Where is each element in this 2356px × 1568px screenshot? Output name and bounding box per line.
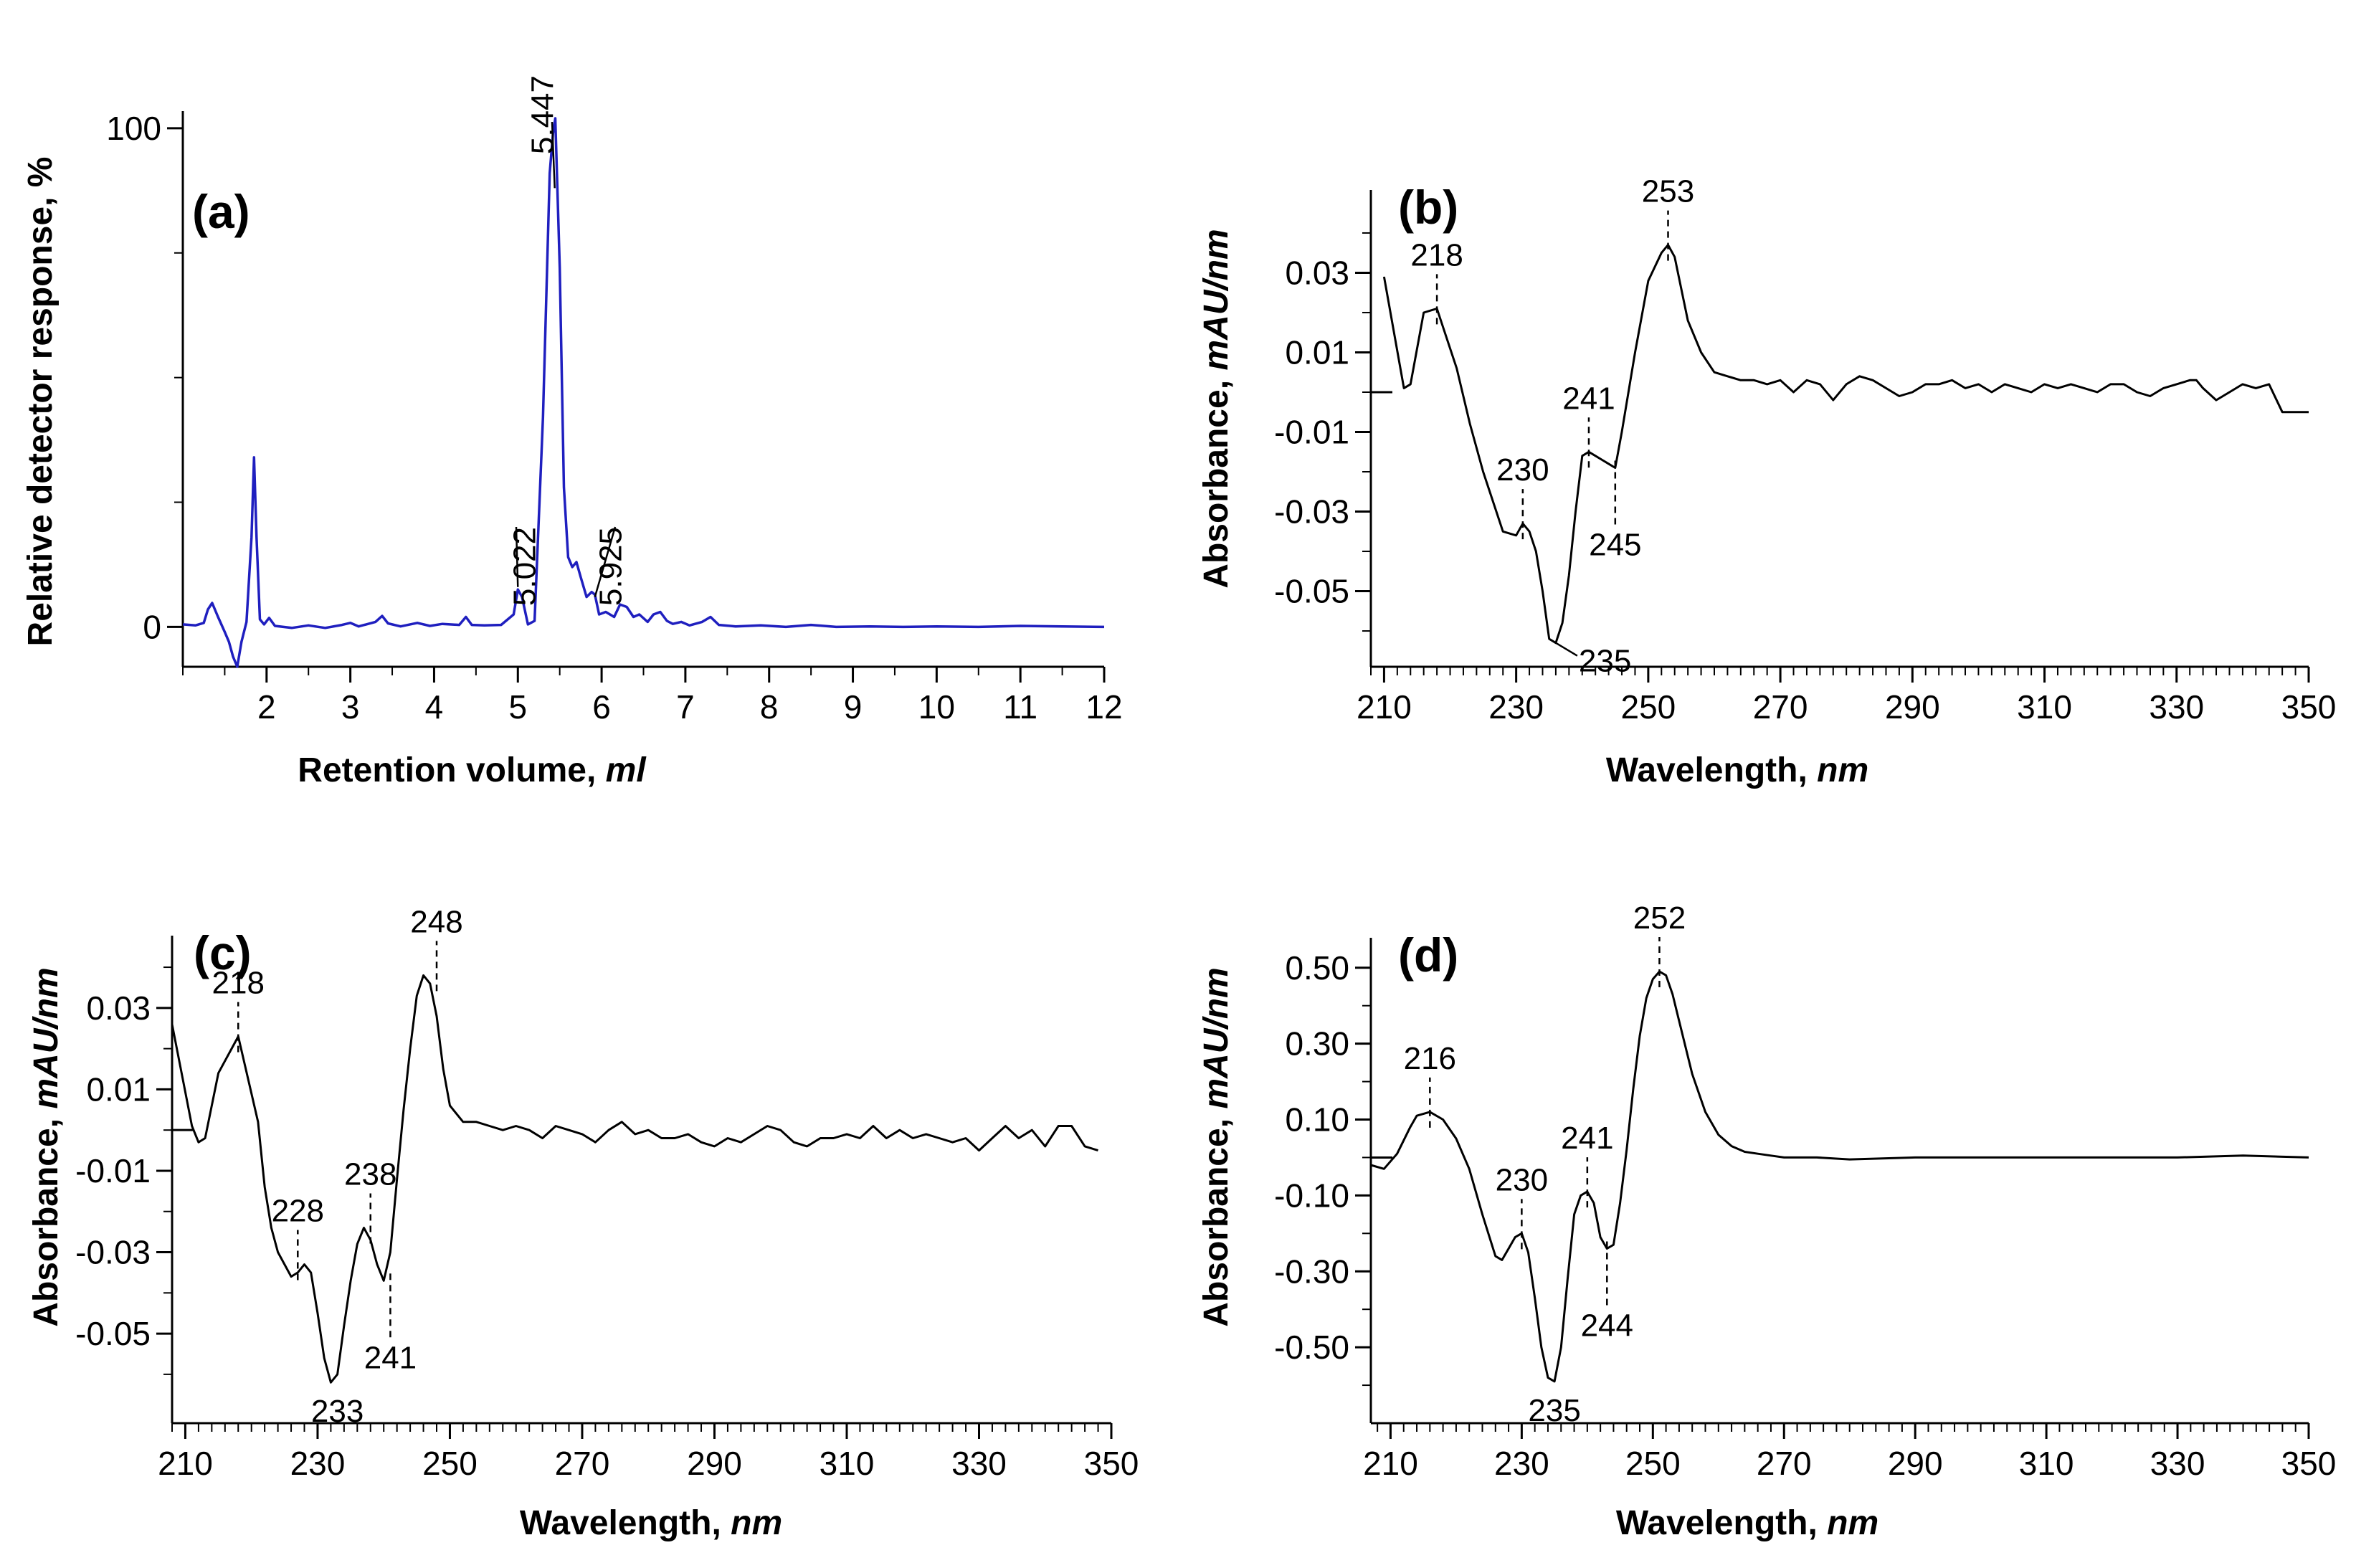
- y-tick-label: -0.05: [75, 1315, 151, 1352]
- panel-a-chromatogram: (a) Retention volume, ml Relative detect…: [22, 75, 1123, 789]
- panel-b-xlabel: Wavelength, nm: [1606, 751, 1868, 789]
- x-tick-label: 10: [918, 688, 955, 726]
- x-tick-label: 11: [1003, 688, 1037, 726]
- y-tick-label: 0.03: [1285, 254, 1349, 291]
- peak-label: 218: [212, 966, 265, 1001]
- x-tick-label: 4: [425, 688, 444, 726]
- x-tick-label: 270: [1757, 1445, 1812, 1482]
- panel-c-ylabel: Absorbance, mAU/nm: [27, 967, 65, 1326]
- peak-label: 244: [1581, 1308, 1633, 1343]
- panel-d-spectrum: (d) Wavelength, nm Absorbance, mAU/nm 21…: [1197, 901, 2336, 1542]
- peak-leader: [551, 121, 556, 189]
- peak-leader: [1555, 642, 1578, 657]
- x-tick-label: 2: [257, 688, 276, 726]
- series-line: [171, 974, 1098, 1384]
- peak-label: 235: [1528, 1393, 1580, 1428]
- x-tick-label: 270: [555, 1445, 610, 1482]
- y-tick-label: 100: [106, 110, 161, 147]
- panel-b-label: (b): [1398, 181, 1458, 234]
- peak-leader: [594, 526, 617, 597]
- x-tick-label: 310: [820, 1445, 875, 1482]
- x-tick-label: 7: [676, 688, 695, 726]
- x-tick-label: 9: [844, 688, 863, 726]
- x-tick-label: 210: [1363, 1445, 1418, 1482]
- y-tick-label: 0.01: [86, 1070, 151, 1108]
- x-tick-label: 330: [2149, 688, 2204, 726]
- series-line: [1370, 970, 2309, 1383]
- peak-label: 245: [1589, 527, 1641, 562]
- x-tick-label: 210: [158, 1445, 213, 1482]
- series-line: [1382, 244, 2309, 645]
- peak-label: 233: [311, 1394, 364, 1429]
- peak-label: 230: [1496, 452, 1549, 488]
- x-tick-label: 250: [1620, 688, 1676, 726]
- y-tick-label: -0.30: [1274, 1253, 1349, 1290]
- x-tick-label: 250: [422, 1445, 478, 1482]
- x-tick-label: 310: [2017, 688, 2072, 726]
- x-tick-label: 330: [951, 1445, 1007, 1482]
- x-tick-label: 290: [687, 1445, 742, 1482]
- y-tick-label: 0.03: [86, 989, 151, 1027]
- x-tick-label: 350: [2281, 1445, 2337, 1482]
- panel-a-ylabel: Relative detector response, %: [22, 157, 60, 647]
- panel-d-ylabel: Absorbance, mAU/nm: [1197, 967, 1235, 1326]
- x-tick-label: 230: [290, 1445, 346, 1482]
- panel-a-label: (a): [192, 185, 250, 238]
- peak-label: 5.447: [526, 75, 561, 154]
- peak-label: 253: [1642, 174, 1694, 209]
- panel-b-spectrum: (b) Wavelength, nm Absorbance, mAU/nm 21…: [1197, 174, 2336, 789]
- x-tick-label: 330: [2150, 1445, 2205, 1482]
- peak-label: 228: [272, 1194, 324, 1229]
- peak-label: 241: [1562, 381, 1615, 416]
- peak-label: 248: [410, 904, 462, 939]
- x-tick-label: 12: [1086, 688, 1122, 726]
- y-tick-label: 0.01: [1285, 333, 1349, 371]
- peak-label: 230: [1496, 1162, 1548, 1197]
- x-tick-label: 250: [1625, 1445, 1681, 1482]
- panel-c-xlabel: Wavelength, nm: [520, 1504, 782, 1542]
- panel-a-xlabel: Retention volume, ml: [298, 751, 647, 789]
- x-tick-label: 210: [1357, 688, 1412, 726]
- panel-c-spectrum: (c) Wavelength, nm Absorbance, mAU/nm 21…: [27, 904, 1139, 1542]
- y-tick-label: -0.05: [1274, 573, 1349, 610]
- y-tick-label: 0.50: [1285, 949, 1349, 987]
- x-tick-label: 6: [592, 688, 611, 726]
- x-tick-label: 290: [1885, 688, 1940, 726]
- x-tick-label: 5: [508, 688, 527, 726]
- x-tick-label: 270: [1753, 688, 1808, 726]
- y-tick-label: -0.01: [75, 1152, 151, 1189]
- y-tick-label: 0.10: [1285, 1101, 1349, 1139]
- y-tick-label: -0.03: [1274, 493, 1349, 531]
- panel-d-xlabel: Wavelength, nm: [1616, 1504, 1878, 1542]
- x-tick-label: 290: [1888, 1445, 1943, 1482]
- peak-label: 5.022: [508, 527, 543, 606]
- x-tick-label: 350: [1084, 1445, 1139, 1482]
- peak-label: 241: [1561, 1121, 1613, 1156]
- peak-leader: [515, 526, 519, 587]
- series-line: [182, 117, 1105, 668]
- x-tick-label: 230: [1488, 688, 1544, 726]
- peak-label: 218: [1410, 237, 1463, 272]
- peak-label: 235: [1579, 644, 1631, 679]
- x-tick-label: 8: [760, 688, 779, 726]
- y-tick-label: -0.01: [1274, 414, 1349, 451]
- peak-label: 252: [1633, 901, 1686, 936]
- x-tick-label: 350: [2281, 688, 2337, 726]
- y-tick-label: 0.30: [1285, 1025, 1349, 1063]
- y-tick-label: -0.03: [75, 1234, 151, 1271]
- peak-label: 238: [344, 1156, 396, 1192]
- y-tick-label: -0.50: [1274, 1329, 1349, 1366]
- y-tick-label: -0.10: [1274, 1177, 1349, 1214]
- panel-b-ylabel: Absorbance, mAU/nm: [1197, 229, 1235, 588]
- peak-label: 216: [1404, 1041, 1456, 1076]
- x-tick-label: 230: [1494, 1445, 1549, 1482]
- x-tick-label: 310: [2019, 1445, 2074, 1482]
- peak-label: 241: [364, 1340, 417, 1375]
- peak-label: 5.925: [594, 527, 629, 606]
- panel-d-label: (d): [1398, 928, 1458, 982]
- panel-c-label: (c): [194, 926, 252, 979]
- x-tick-label: 3: [341, 688, 360, 726]
- y-tick-label: 0: [143, 608, 161, 645]
